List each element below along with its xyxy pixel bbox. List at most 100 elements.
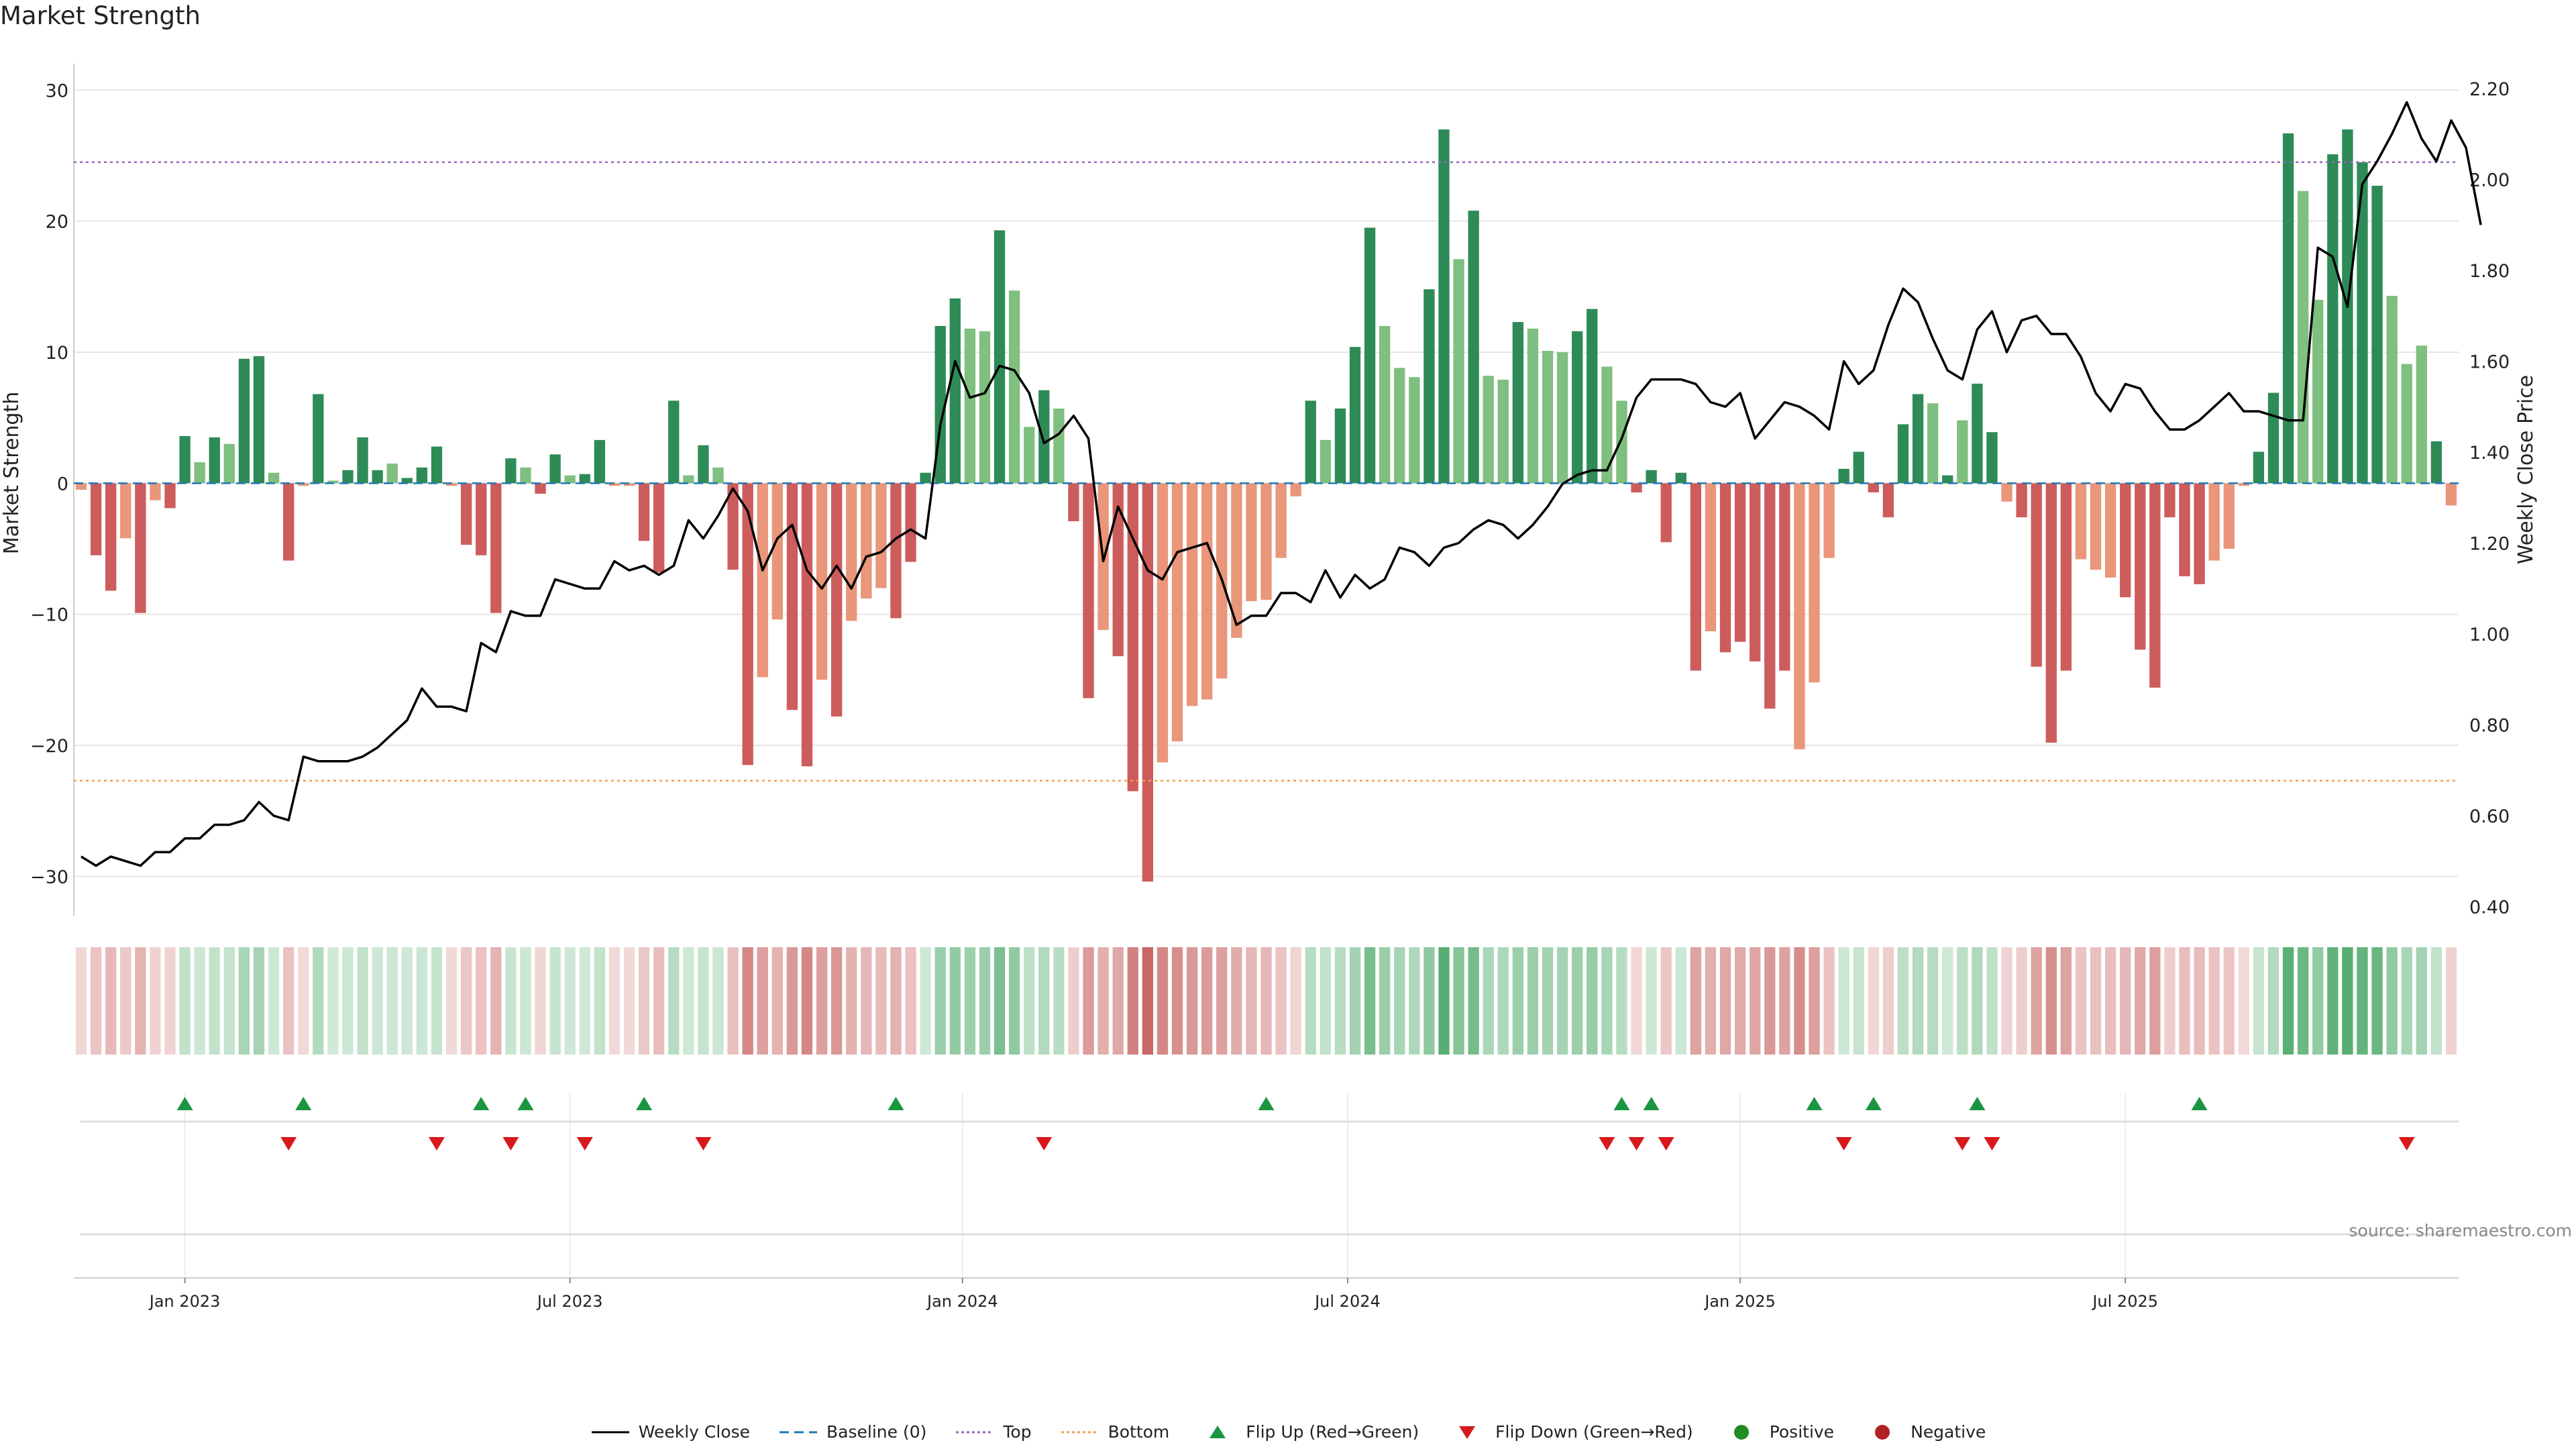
strength-bar: [2401, 364, 2412, 484]
triangle-up-icon: [1210, 1425, 1226, 1438]
heat-cell: [564, 947, 576, 1055]
heat-cell: [2297, 947, 2309, 1055]
strength-bar: [1320, 439, 1331, 484]
heat-cell: [2445, 947, 2457, 1055]
strength-bar: [1409, 377, 1420, 484]
legend-label: Negative: [1911, 1422, 1986, 1442]
heat-cell: [1157, 947, 1169, 1055]
strength-bar: [2208, 483, 2220, 561]
strength-bar: [1527, 328, 1539, 484]
heat-cell: [298, 947, 309, 1055]
strength-bar: [120, 483, 131, 539]
y-tick-label: 0: [57, 474, 68, 494]
strength-bar: [861, 483, 872, 599]
strength-bar: [1453, 259, 1464, 484]
heat-cell: [934, 947, 946, 1055]
heat-cell: [861, 947, 872, 1055]
strength-bar: [1424, 289, 1435, 484]
strength-bar: [1809, 483, 1820, 683]
flip-up-marker: [1806, 1097, 1823, 1110]
y2-tick-label: 2.00: [2469, 170, 2510, 191]
flip-down-marker: [280, 1137, 297, 1150]
strength-bar: [683, 475, 694, 484]
x-tick-label: Jul 2025: [2091, 1292, 2158, 1311]
heat-cell: [2194, 947, 2205, 1055]
strength-bar: [608, 483, 621, 486]
strength-bar: [846, 483, 857, 621]
legend-label: Positive: [1769, 1422, 1835, 1442]
heat-cell: [1749, 947, 1761, 1055]
heat-cell: [727, 947, 739, 1055]
strength-bar: [2194, 483, 2205, 584]
heat-cell: [1794, 947, 1805, 1055]
heat-cell: [357, 947, 368, 1055]
heat-cell: [1483, 947, 1494, 1055]
flip-up-marker: [1613, 1097, 1630, 1110]
legend-label: Flip Up (Red→Green): [1246, 1422, 1419, 1442]
y-axis-label: Market Strength: [0, 392, 23, 554]
heat-cell: [1616, 947, 1627, 1055]
heat-cell: [401, 947, 413, 1055]
legend-label: Top: [1003, 1422, 1032, 1442]
strength-bar: [505, 458, 517, 484]
strength-bar: [1542, 351, 1554, 484]
y2-tick-label: 0.80: [2469, 715, 2510, 736]
heat-cell: [2267, 947, 2279, 1055]
strength-bar: [668, 400, 680, 484]
strength-bar: [653, 483, 665, 573]
strength-bar: [816, 483, 828, 680]
strength-bar: [2297, 191, 2309, 484]
strength-bar: [386, 464, 398, 484]
x-tick-label: Jul 2024: [1313, 1292, 1381, 1311]
heat-cell: [327, 947, 339, 1055]
flip-down-marker: [502, 1137, 519, 1150]
strength-bar: [1394, 368, 1405, 484]
strength-bar: [1038, 390, 1050, 484]
strength-bar: [1334, 409, 1346, 484]
strength-bar: [268, 472, 280, 484]
flip-up-marker: [1865, 1097, 1882, 1110]
heat-cell: [2401, 947, 2412, 1055]
strength-bar: [1364, 227, 1376, 484]
strength-bar: [342, 470, 354, 484]
strength-bar: [1601, 366, 1613, 484]
heat-cell: [2164, 947, 2176, 1055]
heat-cell: [1705, 947, 1717, 1055]
heat-cell: [1186, 947, 1198, 1055]
strength-bar: [2149, 483, 2161, 688]
strength-bar: [1957, 420, 1968, 484]
strength-bar: [1260, 483, 1272, 600]
x-tick-label: Jan 2025: [1703, 1292, 1776, 1311]
flip-down-marker: [1599, 1137, 1615, 1150]
strength-bar: [890, 483, 902, 619]
y-tick-label: −10: [30, 605, 68, 626]
strength-bar: [1142, 483, 1154, 882]
heat-cell: [1556, 947, 1568, 1055]
strength-bar: [2164, 483, 2176, 518]
strength-bar: [1719, 483, 1731, 653]
heat-cell: [1690, 947, 1702, 1055]
strength-bar: [1157, 483, 1169, 763]
strength-bar: [1794, 483, 1805, 749]
y2-tick-label: 1.40: [2469, 443, 2510, 464]
heat-cell: [608, 947, 621, 1055]
strength-bar: [1897, 424, 1909, 484]
heat-cell: [2371, 947, 2383, 1055]
y-tick-label: 10: [46, 343, 68, 364]
heat-cell: [1438, 947, 1450, 1055]
heat-cell: [1349, 947, 1361, 1055]
strength-bar: [2282, 133, 2294, 484]
heat-cell: [372, 947, 383, 1055]
flip-up-marker: [473, 1097, 490, 1110]
strength-bar: [1823, 483, 1835, 558]
heat-cell: [120, 947, 131, 1055]
strength-bar: [2430, 441, 2443, 484]
heat-cell: [1853, 947, 1864, 1055]
heat-cell: [1927, 947, 1939, 1055]
heat-cell: [1246, 947, 1257, 1055]
heat-cell: [2342, 947, 2353, 1055]
strength-bar: [1734, 483, 1746, 642]
strength-bar: [2060, 483, 2072, 671]
legend-item-negative: Negative: [1862, 1422, 1986, 1442]
heat-cell: [1024, 947, 1035, 1055]
